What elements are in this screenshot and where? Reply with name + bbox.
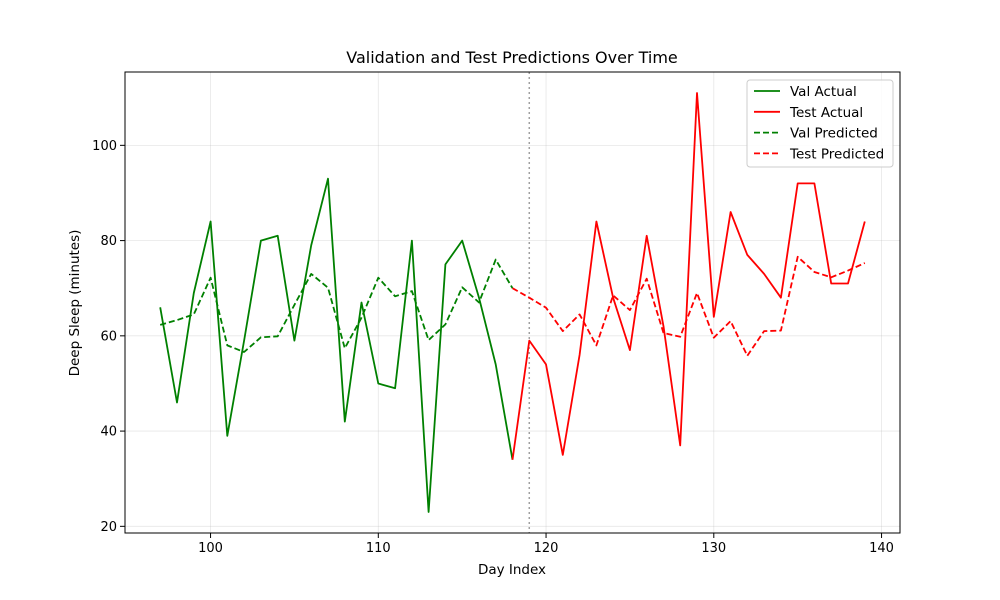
plot-frame	[124, 71, 901, 534]
legend-label: Test Actual	[789, 105, 863, 121]
series-line-val-actual	[159, 177, 514, 513]
x-tick-label: 140	[869, 541, 894, 556]
x-tick-label: 120	[534, 541, 559, 556]
y-tick-label: 60	[100, 329, 117, 344]
y-tick-label: 40	[100, 425, 117, 440]
series-line-test-actual	[511, 92, 866, 460]
legend-label: Val Predicted	[790, 126, 878, 142]
y-tick-label: 100	[92, 139, 117, 154]
y-tick-label: 80	[100, 234, 117, 249]
legend: Val Actual Test Actual Val Predicted Test P…	[746, 79, 894, 168]
series-line-val-predicted	[159, 258, 514, 353]
x-tick-label: 130	[701, 541, 726, 556]
x-axis-ticks: 100 110 120 130 140	[198, 533, 894, 556]
x-tick-label: 100	[198, 541, 223, 556]
series-line-test-predicted	[512, 255, 866, 357]
y-axis-ticks: 20 40 60 80 100	[92, 139, 125, 535]
chart-title: Validation and Test Predictions Over Tim…	[346, 48, 678, 67]
legend-label: Test Predicted	[789, 146, 884, 162]
y-axis-label: Deep Sleep (minutes)	[67, 230, 83, 377]
legend-box	[746, 79, 894, 168]
series-group	[159, 92, 866, 513]
x-tick-label: 110	[366, 541, 391, 556]
x-axis-label: Day Index	[478, 562, 546, 578]
legend-label: Val Actual	[790, 84, 857, 100]
y-tick-label: 20	[100, 520, 117, 535]
